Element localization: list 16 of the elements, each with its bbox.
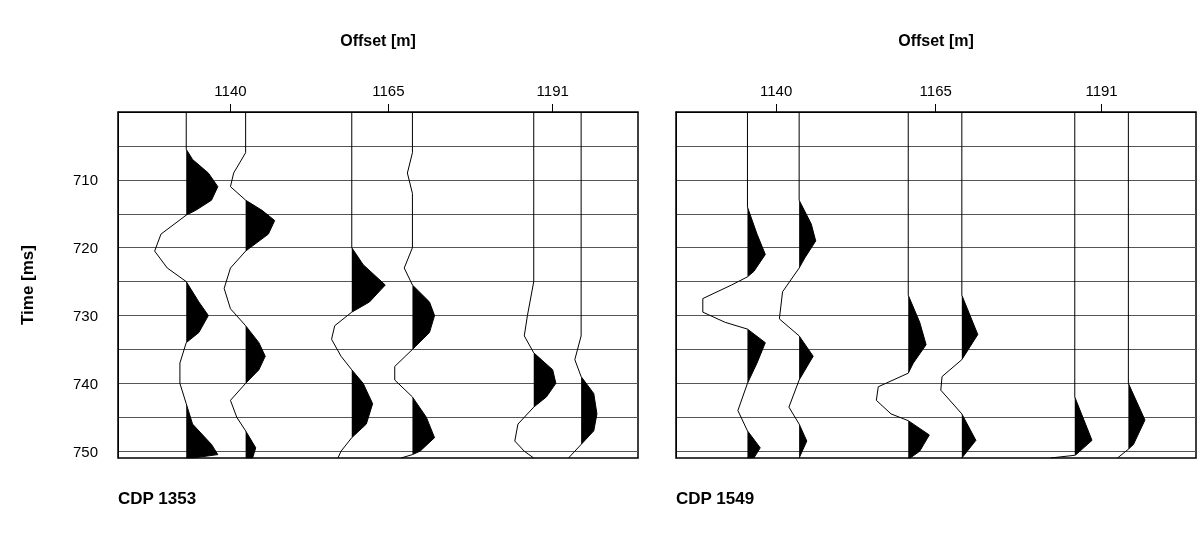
x-tick-label: 1140 — [214, 82, 247, 99]
text: CDP 1353 — [118, 489, 197, 508]
x-tick-label: 1165 — [372, 82, 405, 99]
x-axis-title: Offset [m] — [898, 31, 974, 49]
x-axis-title: Offset [m] — [340, 31, 416, 49]
y-tick-label: 740 — [72, 374, 98, 392]
y-tick-label: 710 — [72, 171, 98, 189]
y-tick-label: 750 — [72, 442, 98, 460]
y-axis-title: Time [ms] — [18, 245, 37, 325]
y-tick-label: 730 — [72, 307, 98, 325]
x-tick-label: 1140 — [760, 82, 793, 99]
x-tick-label: 1165 — [919, 82, 952, 99]
x-tick-label: 1191 — [536, 82, 569, 99]
text: CDP 1549 — [676, 489, 755, 508]
y-tick-label: 720 — [72, 239, 98, 257]
x-tick-label: 1191 — [1085, 82, 1118, 99]
